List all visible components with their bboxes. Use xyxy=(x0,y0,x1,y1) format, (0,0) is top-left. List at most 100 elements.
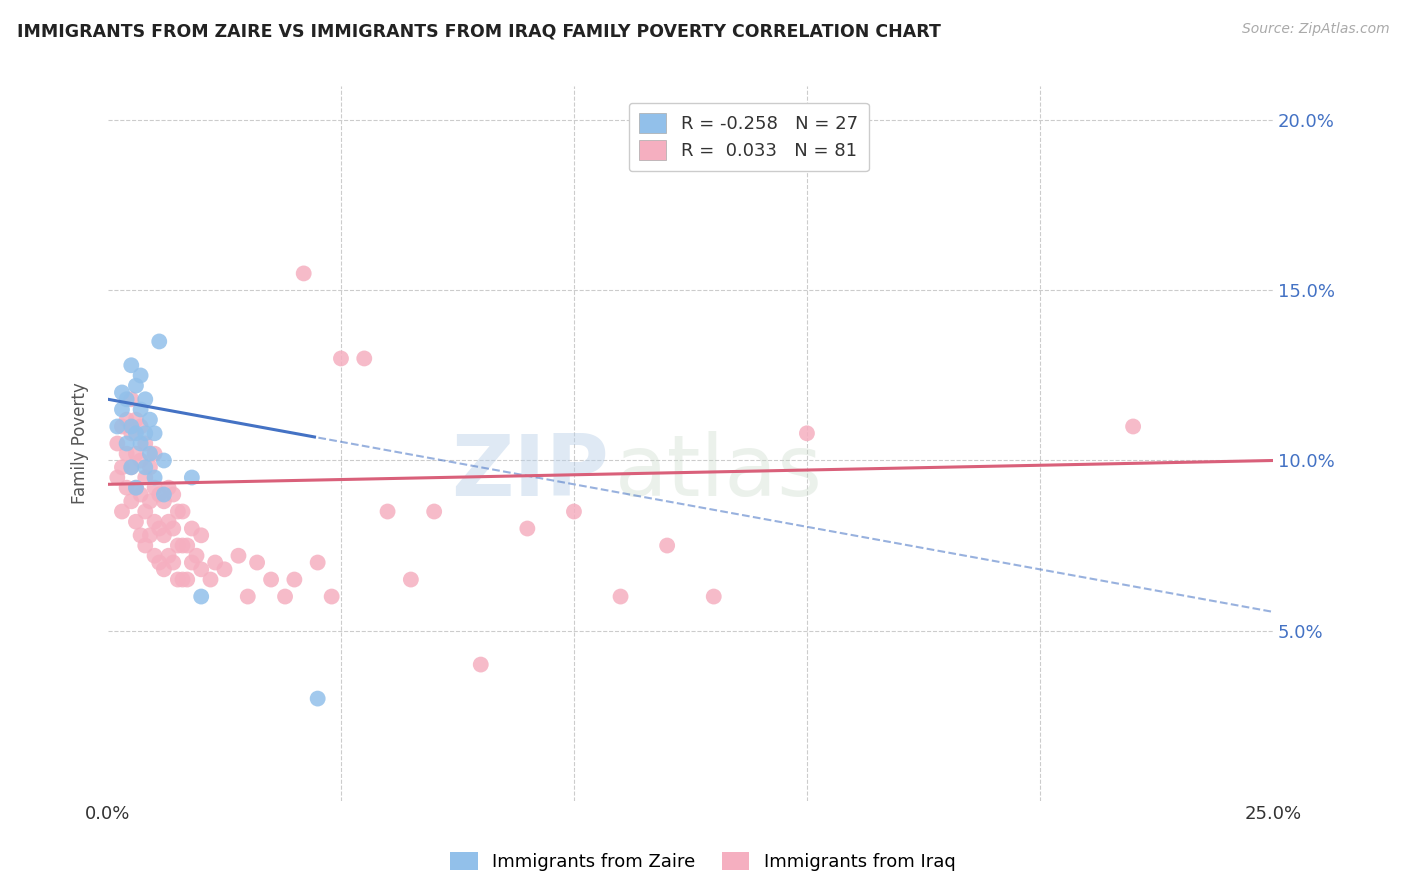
Point xyxy=(115,412,138,426)
Point xyxy=(134,539,156,553)
Legend: R = -0.258   N = 27, R =  0.033   N = 81: R = -0.258 N = 27, R = 0.033 N = 81 xyxy=(628,103,869,171)
Point xyxy=(157,549,180,563)
Text: Source: ZipAtlas.com: Source: ZipAtlas.com xyxy=(1241,22,1389,37)
Point xyxy=(143,515,166,529)
Point xyxy=(148,334,170,349)
Point xyxy=(274,590,297,604)
Point xyxy=(190,562,212,576)
Point xyxy=(172,573,194,587)
Point xyxy=(134,426,156,441)
Point xyxy=(120,426,142,441)
Point xyxy=(120,419,142,434)
Point xyxy=(139,412,162,426)
Point xyxy=(236,590,259,604)
Point xyxy=(153,487,176,501)
Point xyxy=(214,562,236,576)
Point xyxy=(162,556,184,570)
Point xyxy=(655,539,678,553)
Point xyxy=(153,528,176,542)
Point xyxy=(129,436,152,450)
Point xyxy=(111,460,134,475)
Point xyxy=(180,522,202,536)
Point xyxy=(143,481,166,495)
Point xyxy=(148,487,170,501)
Point xyxy=(139,494,162,508)
Point xyxy=(111,402,134,417)
Point xyxy=(148,522,170,536)
Point xyxy=(190,528,212,542)
Point xyxy=(143,447,166,461)
Text: IMMIGRANTS FROM ZAIRE VS IMMIGRANTS FROM IRAQ FAMILY POVERTY CORRELATION CHART: IMMIGRANTS FROM ZAIRE VS IMMIGRANTS FROM… xyxy=(17,22,941,40)
Point xyxy=(129,487,152,501)
Point xyxy=(125,447,148,461)
Point xyxy=(283,573,305,587)
Point xyxy=(134,460,156,475)
Point xyxy=(162,487,184,501)
Point xyxy=(172,539,194,553)
Point xyxy=(260,573,283,587)
Point xyxy=(470,657,492,672)
Point xyxy=(120,460,142,475)
Point xyxy=(377,504,399,518)
Point xyxy=(176,573,198,587)
Point xyxy=(143,470,166,484)
Point xyxy=(353,351,375,366)
Point xyxy=(180,470,202,484)
Point xyxy=(120,392,142,407)
Point xyxy=(162,522,184,536)
Point xyxy=(562,504,585,518)
Point xyxy=(139,460,162,475)
Point xyxy=(105,436,128,450)
Text: atlas: atlas xyxy=(614,431,823,514)
Point xyxy=(292,267,315,281)
Point xyxy=(134,392,156,407)
Point xyxy=(796,426,818,441)
Point xyxy=(703,590,725,604)
Point xyxy=(399,573,422,587)
Point xyxy=(167,539,190,553)
Point xyxy=(330,351,353,366)
Point xyxy=(153,562,176,576)
Point xyxy=(111,504,134,518)
Point xyxy=(120,358,142,372)
Point xyxy=(153,453,176,467)
Point xyxy=(115,436,138,450)
Point xyxy=(423,504,446,518)
Point xyxy=(139,447,162,461)
Point xyxy=(115,392,138,407)
Point xyxy=(129,419,152,434)
Point xyxy=(105,470,128,484)
Point xyxy=(516,522,538,536)
Point xyxy=(129,368,152,383)
Point xyxy=(125,481,148,495)
Point xyxy=(180,556,202,570)
Point xyxy=(105,419,128,434)
Point xyxy=(129,402,152,417)
Point xyxy=(204,556,226,570)
Point xyxy=(167,573,190,587)
Point xyxy=(148,556,170,570)
Point xyxy=(153,494,176,508)
Point xyxy=(115,481,138,495)
Point xyxy=(125,481,148,495)
Point xyxy=(134,436,156,450)
Point xyxy=(120,494,142,508)
Point xyxy=(200,573,222,587)
Point xyxy=(134,504,156,518)
Point xyxy=(172,504,194,518)
Point xyxy=(111,419,134,434)
Point xyxy=(129,453,152,467)
Point xyxy=(143,549,166,563)
Point xyxy=(246,556,269,570)
Point xyxy=(125,378,148,392)
Point xyxy=(186,549,208,563)
Point xyxy=(125,515,148,529)
Point xyxy=(167,504,190,518)
Point xyxy=(307,556,329,570)
Point xyxy=(157,515,180,529)
Point xyxy=(134,470,156,484)
Text: ZIP: ZIP xyxy=(451,431,609,514)
Point xyxy=(125,412,148,426)
Legend: Immigrants from Zaire, Immigrants from Iraq: Immigrants from Zaire, Immigrants from I… xyxy=(443,845,963,879)
Point xyxy=(139,528,162,542)
